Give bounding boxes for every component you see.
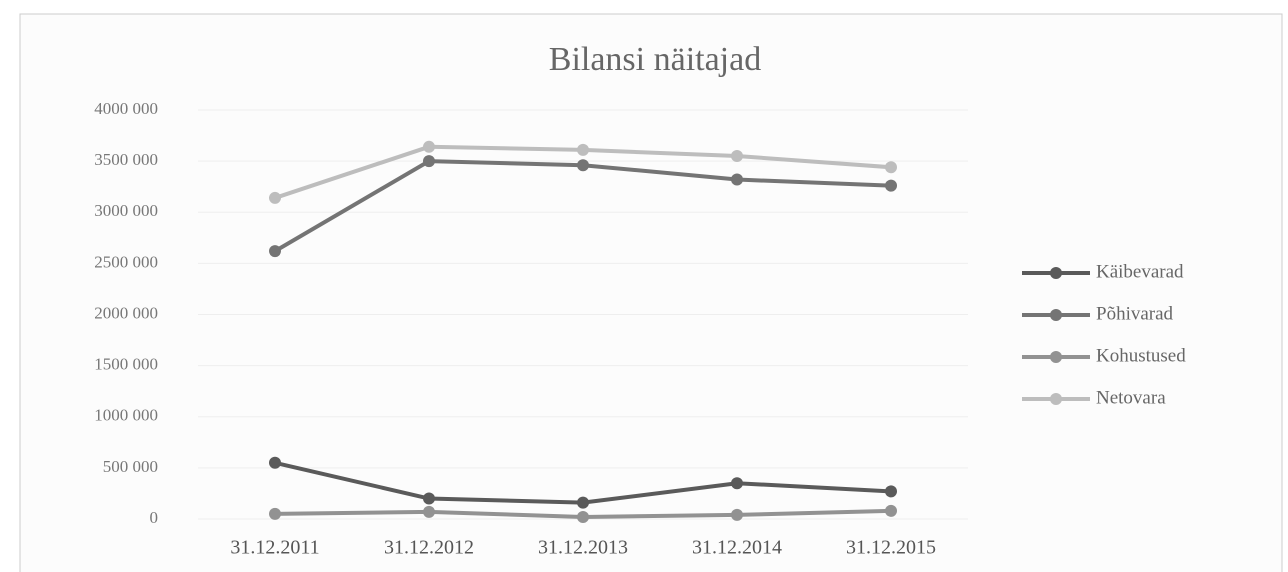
y-tick-label: 1500 000: [94, 355, 158, 374]
x-tick-label: 31.12.2014: [692, 537, 782, 559]
data-point: [423, 140, 435, 153]
legend-marker: [1050, 309, 1062, 321]
data-point: [577, 143, 589, 156]
data-point: [577, 510, 589, 523]
legend-label: Käibevarad: [1096, 261, 1184, 282]
data-point: [731, 150, 743, 163]
legend-marker: [1050, 393, 1062, 405]
data-point: [269, 456, 281, 469]
data-point: [269, 245, 281, 258]
data-point: [423, 155, 435, 168]
y-tick-label: 3000 000: [94, 201, 158, 220]
y-tick-label: 1000 000: [94, 406, 158, 425]
legend-marker: [1050, 351, 1062, 363]
data-point: [885, 179, 897, 192]
x-tick-label: 31.12.2015: [846, 537, 936, 559]
data-point: [731, 508, 743, 521]
data-point: [731, 173, 743, 186]
data-point: [885, 161, 897, 174]
data-point: [269, 507, 281, 520]
y-tick-label: 500 000: [103, 457, 158, 476]
chart-frame: [19, 13, 1283, 572]
data-point: [269, 191, 281, 204]
data-point: [423, 492, 435, 505]
data-point: [885, 485, 897, 498]
y-tick-label: 2500 000: [94, 252, 158, 271]
x-tick-label: 31.12.2013: [538, 537, 628, 559]
x-tick-label: 31.12.2011: [230, 537, 319, 559]
data-point: [423, 505, 435, 518]
legend-marker: [1050, 267, 1062, 279]
legend-label: Netovara: [1096, 387, 1166, 408]
legend-label: Põhivarad: [1096, 303, 1174, 324]
y-tick-label: 0: [150, 508, 159, 527]
legend-label: Kohustused: [1096, 345, 1186, 366]
y-tick-label: 2000 000: [94, 303, 158, 322]
y-tick-label: 4000 000: [94, 99, 158, 118]
y-tick-label: 3500 000: [94, 150, 158, 169]
data-point: [885, 504, 897, 517]
chart-title: Bilansi näitajad: [549, 41, 761, 78]
x-tick-label: 31.12.2012: [384, 537, 474, 559]
data-point: [731, 477, 743, 490]
data-point: [577, 159, 589, 172]
data-point: [577, 496, 589, 509]
